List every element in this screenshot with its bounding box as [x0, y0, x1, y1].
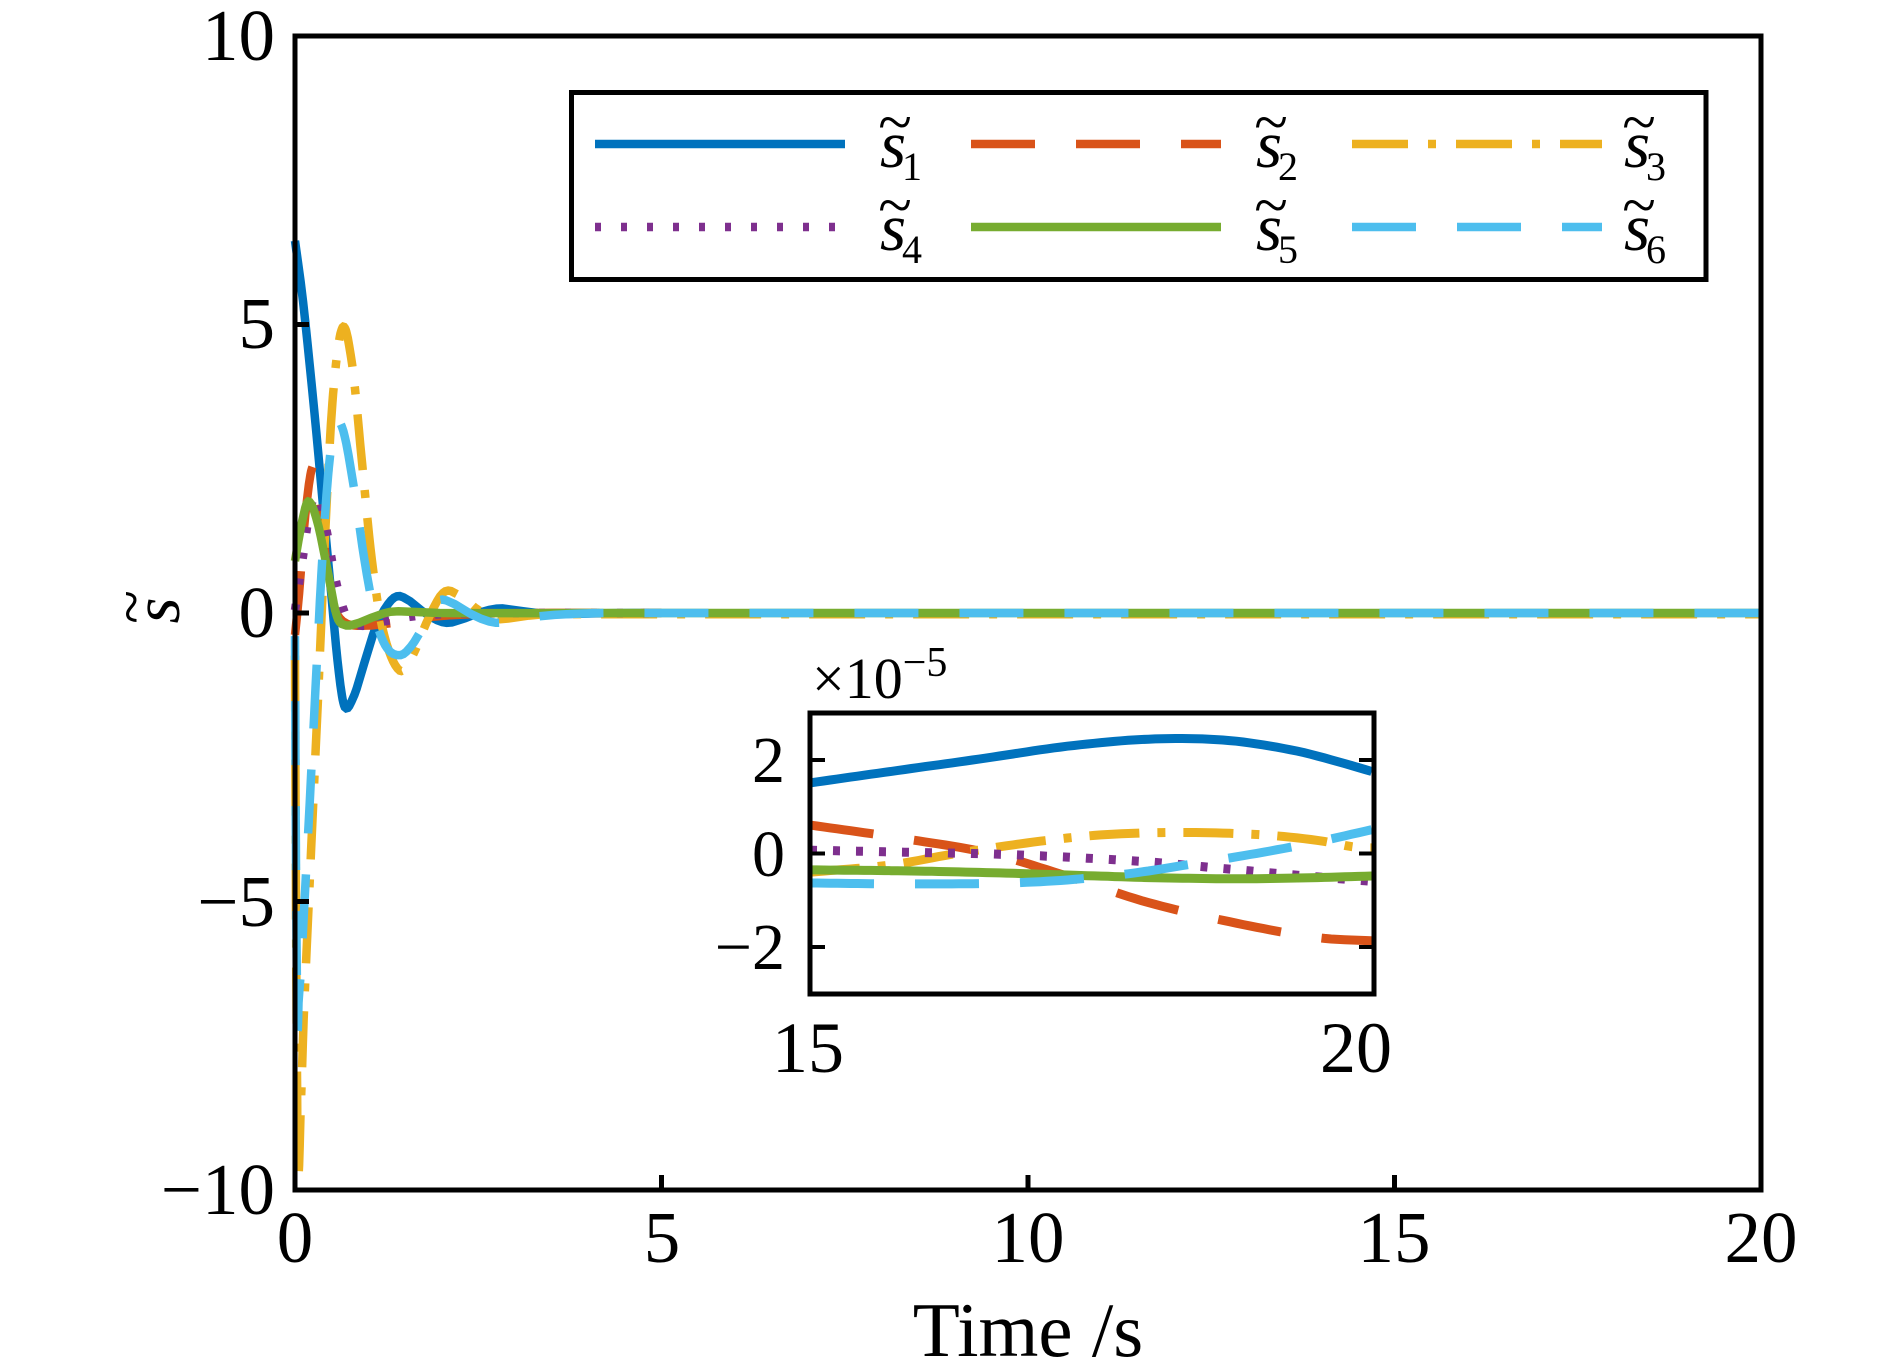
svg-text:1: 1 [902, 144, 922, 189]
svg-text:−2: −2 [715, 911, 785, 984]
svg-text:−10: −10 [161, 1149, 275, 1230]
svg-text:2: 2 [1278, 144, 1298, 189]
svg-text:15: 15 [772, 1008, 844, 1088]
svg-text:−5: −5 [197, 861, 275, 942]
svg-text:0: 0 [277, 1197, 314, 1278]
svg-text:~: ~ [1254, 89, 1288, 157]
svg-text:s: s [880, 191, 906, 265]
svg-text:20: 20 [1320, 1008, 1392, 1088]
svg-text:~: ~ [1622, 172, 1656, 240]
svg-text:s: s [1256, 191, 1282, 265]
svg-text:2: 2 [752, 724, 785, 797]
svg-text:~: ~ [878, 89, 912, 157]
svg-text:6: 6 [1646, 227, 1666, 272]
svg-text:s: s [880, 108, 906, 182]
svg-text:~: ~ [878, 172, 912, 240]
svg-text:0: 0 [752, 818, 785, 891]
svg-text:s: s [1624, 108, 1650, 182]
svg-text:3: 3 [1646, 144, 1666, 189]
svg-text:~: ~ [1254, 172, 1288, 240]
svg-text:15: 15 [1358, 1197, 1431, 1278]
svg-text:5: 5 [644, 1197, 681, 1278]
svg-text:Time /s: Time /s [913, 1287, 1143, 1370]
svg-text:4: 4 [902, 227, 922, 272]
svg-text:0: 0 [239, 572, 276, 653]
svg-text:~: ~ [98, 590, 166, 624]
svg-text:20: 20 [1725, 1197, 1798, 1278]
svg-text:s: s [1624, 191, 1650, 265]
svg-text:5: 5 [239, 283, 276, 364]
svg-text:s: s [120, 597, 194, 623]
svg-text:10: 10 [202, 0, 275, 76]
svg-text:10: 10 [992, 1197, 1065, 1278]
svg-text:~: ~ [1622, 89, 1656, 157]
svg-text:s: s [1256, 108, 1282, 182]
svg-text:5: 5 [1278, 227, 1298, 272]
